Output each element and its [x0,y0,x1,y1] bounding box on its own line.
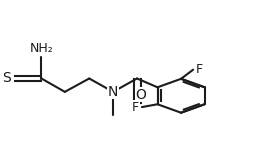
Text: O: O [135,88,146,102]
Text: S: S [2,71,10,86]
Text: N: N [108,85,118,99]
Text: F: F [132,101,139,114]
Text: NH₂: NH₂ [29,42,53,55]
Text: F: F [196,63,203,76]
